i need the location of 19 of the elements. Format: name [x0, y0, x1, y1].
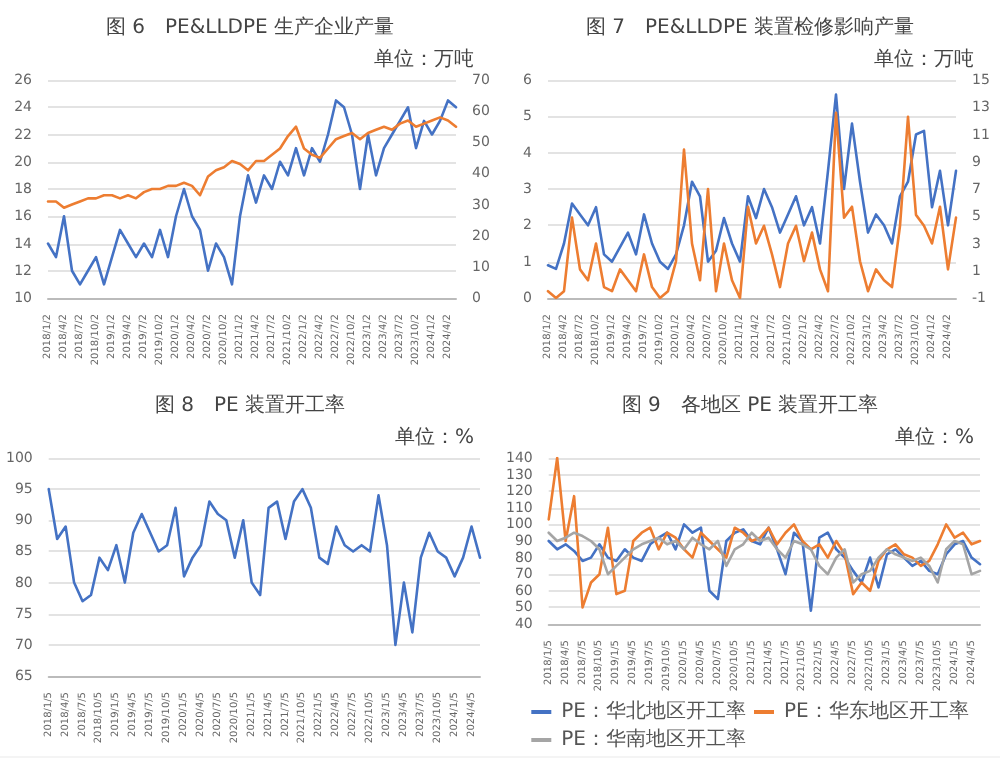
chart-subtitle: 单位：%: [895, 425, 975, 449]
chart-subtitle: 单位：万吨: [874, 47, 974, 71]
line-series: [546, 93, 958, 271]
chart-title: 图 8 PE 装置开工率: [154, 393, 346, 417]
legend-label: PE：华南地区开工率: [561, 727, 747, 751]
line-series: [547, 531, 982, 584]
line-series: [47, 487, 482, 647]
line-series: [547, 456, 982, 609]
legend-label: PE：华北地区开工率: [561, 699, 747, 723]
chart-title: 图 7 PE&LLDPE 装置检修影响产量: [585, 15, 915, 39]
legend-label: PE：华东地区开工率: [784, 699, 969, 723]
line-series: [46, 99, 458, 286]
line-series: [547, 523, 982, 613]
chart-title: 图 6 PE&LLDPE 生产企业产量: [105, 15, 395, 39]
chart-subtitle: 单位：%: [395, 425, 475, 449]
chart-subtitle: 单位：万吨: [374, 47, 474, 71]
chart-title: 图 9 各地区 PE 装置开工率: [621, 393, 879, 417]
line-series: [546, 111, 958, 300]
line-series: [46, 116, 458, 209]
